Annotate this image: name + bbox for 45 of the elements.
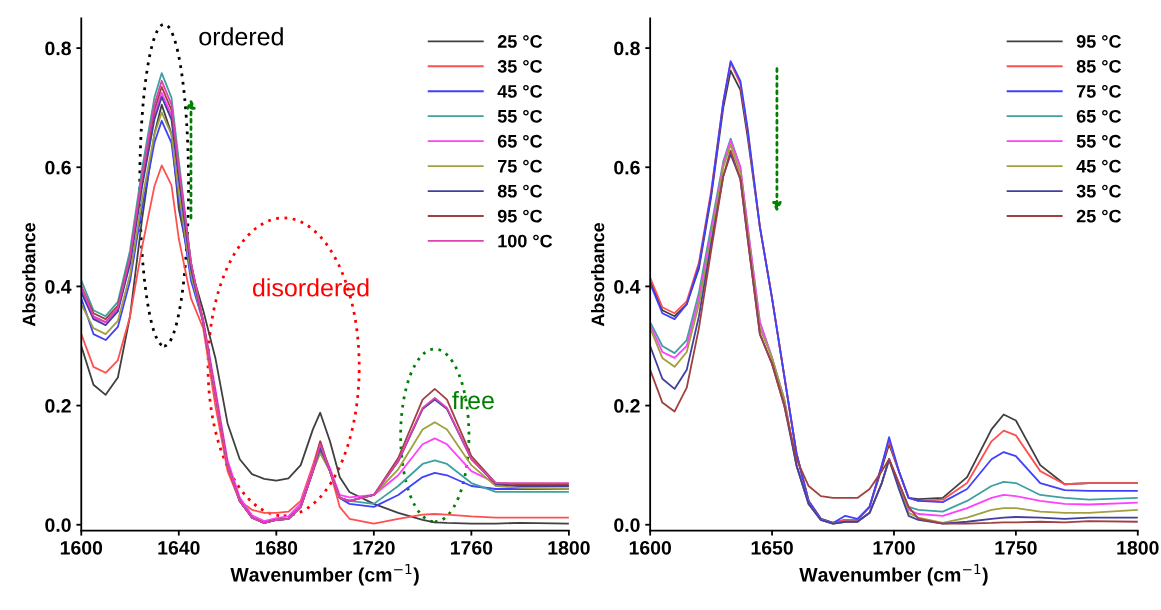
y-tick-label: 0.2 xyxy=(614,399,640,413)
y-tick-label: 0.4 xyxy=(614,279,641,294)
y-axis-title: Absorbance xyxy=(591,222,605,327)
x-tick-label: 1650 xyxy=(751,540,793,555)
legend-label: 55 °C xyxy=(497,109,543,123)
legend-label: 85 °C xyxy=(1076,59,1122,73)
x-tick-label: 1760 xyxy=(450,540,493,555)
legend-label: 25 °C xyxy=(497,35,543,48)
legend-label: 95 °C xyxy=(1076,35,1122,48)
legend-label: 65 °C xyxy=(1076,109,1122,123)
legend-label: 85 °C xyxy=(497,184,543,198)
y-tick-label: 0.6 xyxy=(614,160,640,175)
legend-label: 55 °C xyxy=(1076,134,1122,148)
y-tick-label: 0.0 xyxy=(614,518,640,532)
x-tick-label: 1700 xyxy=(873,540,915,555)
legend-label: 35 °C xyxy=(497,59,543,73)
annotation: ordered xyxy=(199,27,283,46)
x-axis-title: Wavenumber (cm$^{−1}$) xyxy=(799,564,988,586)
y-tick-label: 0.8 xyxy=(45,41,71,56)
x-axis-title: Wavenumber (cm$^{−1}$) xyxy=(230,564,419,586)
x-tick-label: 1720 xyxy=(353,540,395,555)
x-tick-label: 1680 xyxy=(255,540,298,555)
x-tick-label: 1750 xyxy=(995,540,1037,555)
annotation: disordered xyxy=(252,278,369,297)
y-tick-label: 0.8 xyxy=(614,41,640,56)
y-tick-label: 0.6 xyxy=(45,160,71,175)
y-tick-label: 0.0 xyxy=(45,518,71,532)
legend-label: 35 °C xyxy=(1076,184,1122,198)
legend-label: 100 °C xyxy=(498,234,553,248)
legend-label: 75 °C xyxy=(498,159,543,173)
legend-label: 65 °C xyxy=(497,134,543,148)
x-tick-label: 1800 xyxy=(548,540,590,555)
annotation: free xyxy=(452,390,494,410)
legend-label: 75 °C xyxy=(1076,84,1122,98)
legend-label: 45 °C xyxy=(497,84,543,98)
x-tick-label: 1600 xyxy=(60,540,103,555)
legend-label: 45 °C xyxy=(1076,159,1122,173)
legend-label: 25 °C xyxy=(1076,209,1122,223)
x-tick-label: 1640 xyxy=(158,540,200,555)
y-axis-title: Absorbance xyxy=(22,222,36,327)
x-tick-label: 1600 xyxy=(629,540,671,555)
y-tick-label: 0.4 xyxy=(45,279,72,294)
y-tick-label: 0.2 xyxy=(45,399,71,413)
legend-label: 95 °C xyxy=(497,209,543,223)
x-tick-label: 1800 xyxy=(1117,540,1159,555)
